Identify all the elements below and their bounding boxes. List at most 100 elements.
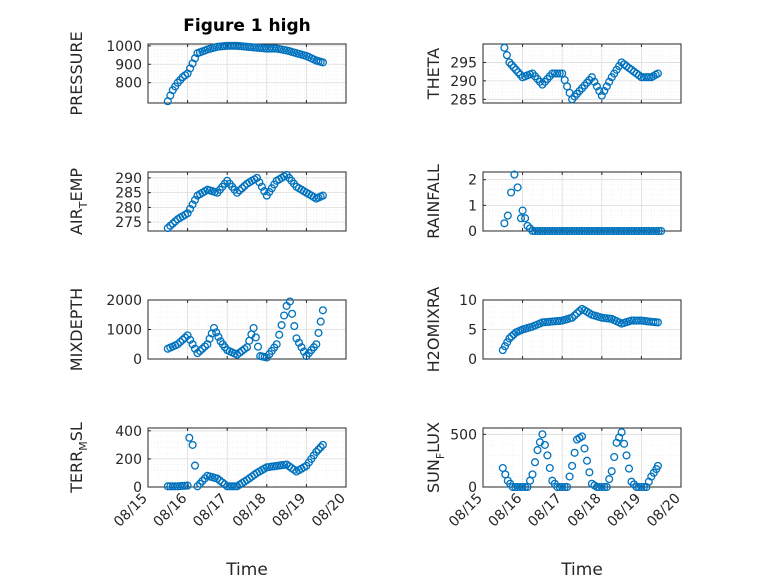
data-point [292, 334, 301, 343]
axes-frame [147, 171, 347, 232]
data-point [585, 468, 594, 477]
y-tick-label: 290 [115, 171, 142, 187]
data-point [249, 323, 258, 333]
data-point [516, 214, 526, 223]
data-point [580, 444, 589, 453]
data-point [597, 482, 606, 492]
data-point [622, 451, 631, 460]
x-tick-label: 08/20 [309, 491, 349, 531]
data-point [521, 482, 530, 492]
x-tick-label: 08/18 [230, 491, 270, 531]
data-point [568, 313, 577, 322]
data-point [577, 432, 587, 441]
data-point [533, 446, 542, 455]
data-point [602, 482, 611, 492]
x-tick-label: 08/20 [644, 491, 684, 531]
data-point [183, 209, 192, 218]
data-point [288, 309, 297, 318]
y-tick-label: 295 [450, 55, 477, 71]
data-point [570, 448, 579, 457]
data-point [181, 481, 190, 490]
data-point [318, 191, 327, 200]
data-point [233, 188, 242, 197]
data-point [183, 331, 192, 340]
data-point [500, 43, 509, 52]
data-point [543, 451, 552, 460]
data-point [188, 440, 197, 449]
data-point [285, 297, 294, 306]
data-point [600, 86, 609, 96]
data-point [230, 482, 239, 491]
data-point [318, 58, 327, 67]
data-point [235, 186, 244, 195]
data-point [568, 461, 577, 470]
data-point [318, 306, 327, 315]
data-point [255, 178, 264, 187]
data-point [280, 311, 289, 320]
data-point [565, 472, 574, 481]
subplot-pressure: 800 900 1000 PRESSURE Figure 1 high [67, 16, 347, 116]
data-point [275, 330, 284, 339]
data-point [198, 344, 207, 353]
data-point [503, 211, 512, 220]
data-point [639, 482, 648, 492]
data-point [498, 346, 507, 355]
data-point [575, 226, 584, 236]
data-point [252, 43, 261, 52]
x-tick-label: 08/15 [446, 491, 486, 531]
data-point [290, 322, 299, 331]
data-point [314, 445, 323, 454]
data-point [190, 195, 200, 205]
data-point [253, 342, 263, 351]
data-point [605, 77, 614, 86]
data-point [510, 170, 519, 179]
data-point [228, 41, 237, 50]
data-point [597, 91, 606, 100]
data-point [218, 478, 227, 487]
data-point [299, 347, 308, 356]
data-point [181, 333, 190, 342]
data-point [238, 184, 247, 193]
data-point [200, 342, 209, 351]
data-point [251, 333, 260, 342]
data-point [513, 482, 522, 492]
data-point [634, 316, 643, 325]
y-axis-label: THETA [424, 48, 443, 100]
x-tick-label: 08/16 [486, 490, 526, 530]
data-point [563, 226, 572, 236]
y-tick-label: 5 [468, 323, 477, 339]
data-point [555, 69, 564, 78]
y-tick-label: 1000 [106, 39, 142, 55]
data-point [654, 226, 663, 236]
data-point [500, 219, 509, 228]
axes-frame [482, 171, 682, 232]
data-point [500, 342, 510, 351]
data-point [505, 334, 514, 343]
data-point [572, 226, 582, 236]
y-tick-label: 1 [468, 198, 477, 214]
data-point [540, 318, 549, 327]
data-point [505, 58, 514, 67]
data-point [624, 226, 634, 236]
data-point [163, 224, 172, 233]
x-tick-label: 08/19 [604, 491, 644, 531]
data-point [595, 226, 604, 236]
data-point [653, 461, 662, 470]
x-tick-label: 08/18 [565, 491, 605, 531]
data-point [587, 73, 596, 82]
data-point [235, 42, 244, 51]
data-point [250, 43, 259, 52]
y-axis-label: AIRTEMP [67, 168, 90, 235]
data-point [634, 482, 643, 492]
subplot-mixdepth: 0 1000 2000 MIXDEPTH [67, 288, 347, 371]
data-point [653, 69, 662, 78]
y-axis-label: PRESSURE [67, 31, 86, 115]
data-point [270, 44, 279, 53]
axes-background [147, 43, 347, 104]
data-point [503, 338, 512, 347]
x-tick-label: 08/19 [269, 491, 309, 531]
data-point [173, 340, 182, 349]
